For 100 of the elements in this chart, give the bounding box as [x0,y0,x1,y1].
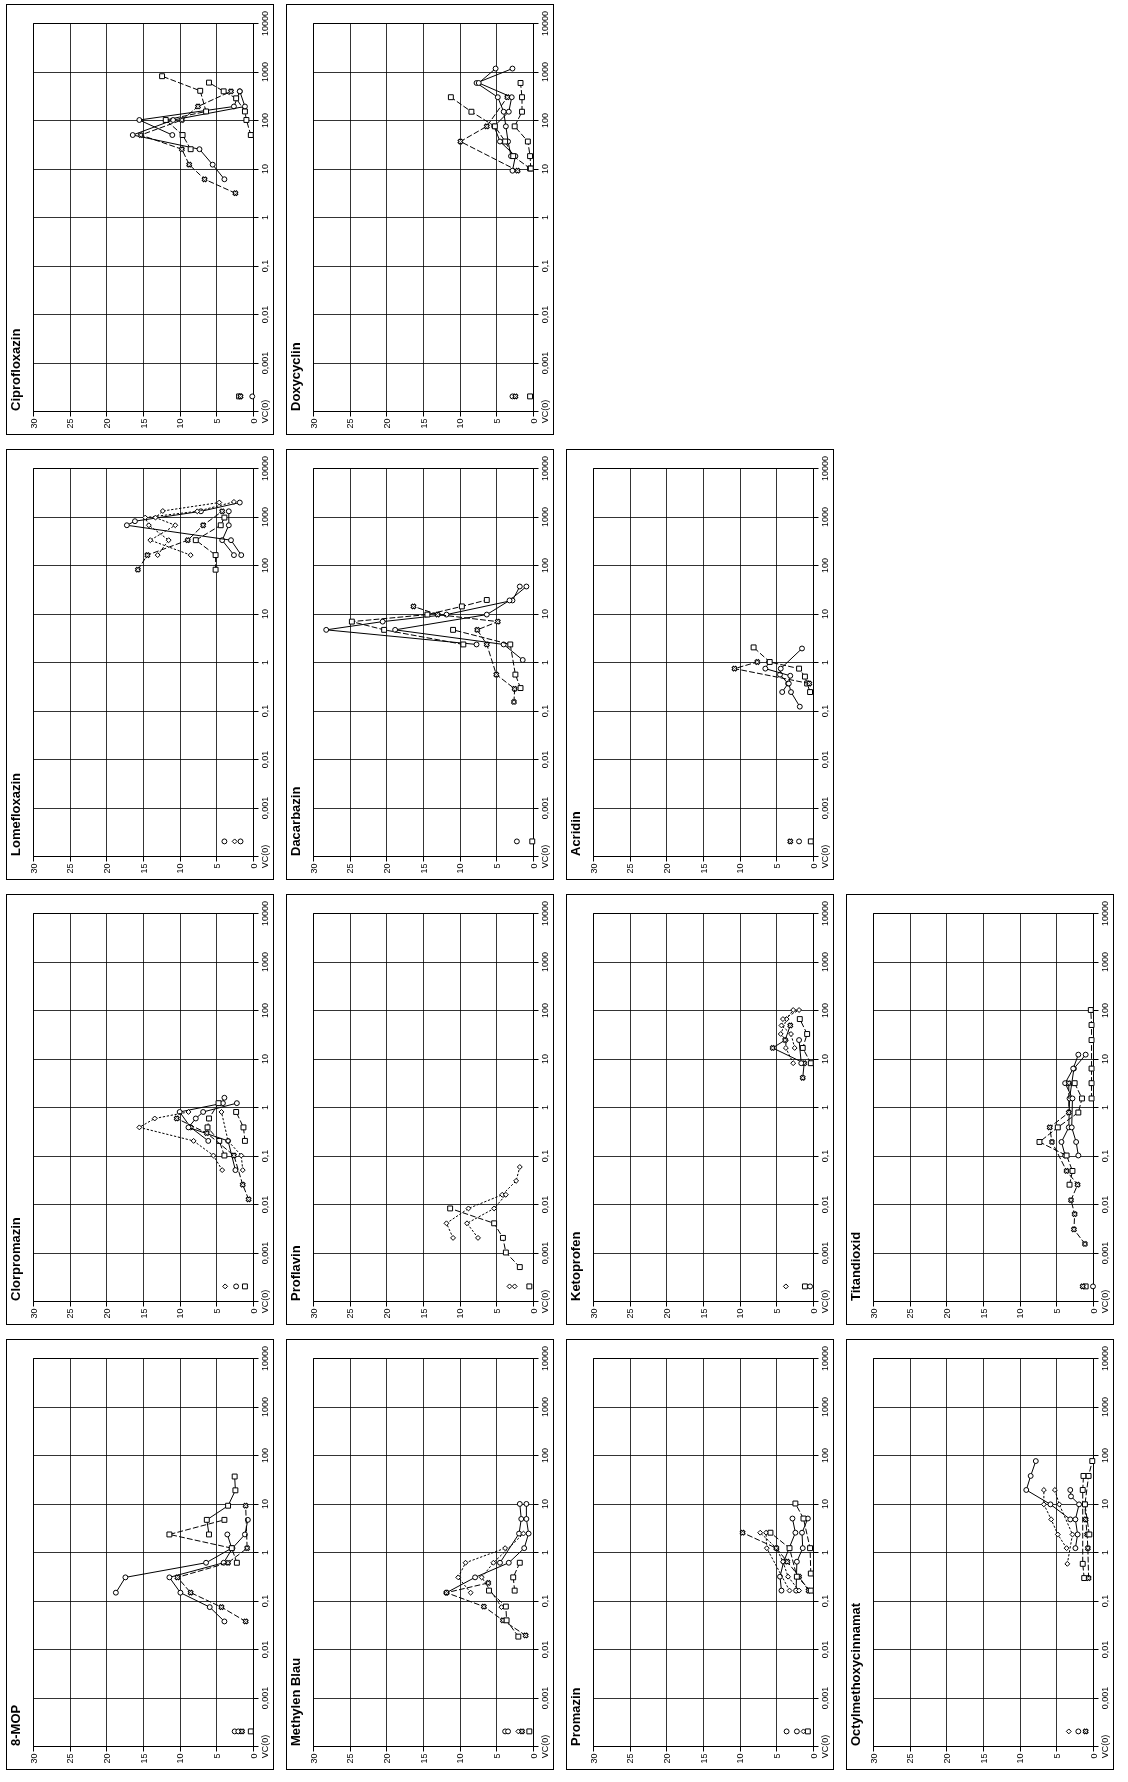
y-tick-label: 1000 [539,506,550,528]
y-tick-label: 0,001 [819,1241,830,1265]
x-tick-label: 10 [735,863,746,874]
x-tick-label: 30 [28,863,39,874]
y-tick-label: VC(0) [259,844,270,869]
y-tick-label: 100 [1099,1447,1110,1464]
y-tick-label: 0,001 [1099,1241,1110,1265]
y-tick-label: 0,01 [819,1195,830,1214]
y-tick-label: 100 [819,1002,830,1019]
x-tick-label: 5 [491,863,502,869]
y-tick-label: 0,001 [259,351,270,375]
x-tick-label: 25 [905,1308,916,1319]
y-tick-label: 10 [819,1498,830,1510]
y-tick-label: 10000 [819,900,830,927]
y-tick-label: 0,01 [259,750,270,769]
y-tick-label: 10 [259,1053,270,1065]
x-tick-label: 10 [1015,1308,1026,1319]
x-tick-label: 20 [661,1753,672,1764]
x-tick-label: 30 [308,863,319,874]
y-tick-label: 10 [539,163,550,175]
y-tick-label: 0,1 [1099,1149,1110,1163]
x-tick-label: 5 [771,1308,782,1314]
x-tick-label: 15 [138,418,149,429]
y-tick-label: 0,001 [259,796,270,820]
x-tick-label: 5 [211,418,222,424]
x-tick-label: 25 [345,1753,356,1764]
y-tick-label: 0,1 [1099,1594,1110,1608]
y-tick-label: 10000 [1099,1345,1110,1372]
x-tick-label: 10 [735,1308,746,1319]
y-tick-label: 1000 [259,61,270,83]
text: Lomefloxazin [8,772,23,856]
x-tick-label: 30 [588,1753,599,1764]
y-tick-label: 1000 [259,506,270,528]
x-tick-label: 25 [65,863,76,874]
y-tick-label: 100 [539,112,550,129]
y-tick-label: 10000 [259,900,270,927]
x-tick-label: 20 [381,1753,392,1764]
y-tick-label: 10000 [259,10,270,37]
y-tick-label: 100 [539,557,550,574]
x-tick-label: 20 [381,418,392,429]
x-tick-label: 15 [978,1308,989,1319]
x-tick-label: 10 [175,1308,186,1319]
x-tick-label: 20 [941,1308,952,1319]
y-tick-label: 0,01 [259,1640,270,1659]
y-tick-label: 100 [259,557,270,574]
y-tick-label: VC(0) [259,1734,270,1759]
text: Titandioxid [848,1231,863,1301]
text: Ciprofloxazin [8,328,23,411]
y-tick-label: VC(0) [819,844,830,869]
x-tick-label: 30 [308,418,319,429]
text: Proflavin [288,1245,303,1301]
x-tick-label: 25 [625,1308,636,1319]
y-tick-label: 0,001 [539,351,550,375]
y-tick-label: 10000 [539,900,550,927]
text: Dacarbazin [288,786,303,856]
x-tick-label: 5 [211,1753,222,1759]
x-tick-label: 25 [625,1753,636,1764]
y-tick-label: 0,01 [539,1195,550,1214]
y-tick-label: 0,1 [539,1149,550,1163]
y-tick-label: 1 [259,1549,270,1556]
y-tick-label: 1000 [1099,951,1110,973]
y-tick-label: 10000 [539,10,550,37]
y-tick-label: 0,01 [539,750,550,769]
text: Clorpromazin [8,1217,23,1301]
y-tick-label: 10 [259,163,270,175]
x-tick-label: 10 [1015,1753,1026,1764]
y-tick-label: 1 [1099,1104,1110,1111]
y-tick-label: 1 [819,659,830,666]
y-tick-label: VC(0) [819,1734,830,1759]
x-tick-label: 0 [528,418,539,424]
y-tick-label: 0,001 [1099,1686,1110,1710]
x-tick-label: 10 [455,1308,466,1319]
y-tick-label: 0,1 [539,1594,550,1608]
y-tick-label: VC(0) [259,399,270,424]
x-tick-label: 30 [308,1308,319,1319]
y-tick-label: 1 [259,214,270,221]
y-tick-label: 0,01 [259,305,270,324]
y-tick-label: 10 [1099,1498,1110,1510]
x-tick-label: 0 [1088,1308,1099,1314]
x-tick-label: 5 [771,1753,782,1759]
x-tick-label: 0 [248,418,259,424]
y-tick-label: 1000 [819,1396,830,1418]
y-tick-label: 1000 [539,61,550,83]
y-tick-label: 0,001 [259,1686,270,1710]
x-tick-label: 30 [588,1308,599,1319]
y-tick-label: 10000 [819,455,830,482]
y-tick-label: 0,001 [819,796,830,820]
x-tick-label: 10 [455,863,466,874]
y-tick-label: 1000 [819,951,830,973]
y-tick-label: 100 [819,1447,830,1464]
x-tick-label: 30 [28,1753,39,1764]
x-tick-label: 30 [868,1308,879,1319]
y-tick-label: 100 [539,1002,550,1019]
x-tick-label: 0 [248,1753,259,1759]
y-tick-label: 10000 [259,455,270,482]
y-tick-label: 1000 [539,1396,550,1418]
y-tick-label: 100 [539,1447,550,1464]
y-tick-label: 10 [539,1053,550,1065]
y-tick-label: 1 [819,1549,830,1556]
x-tick-label: 0 [248,1308,259,1314]
